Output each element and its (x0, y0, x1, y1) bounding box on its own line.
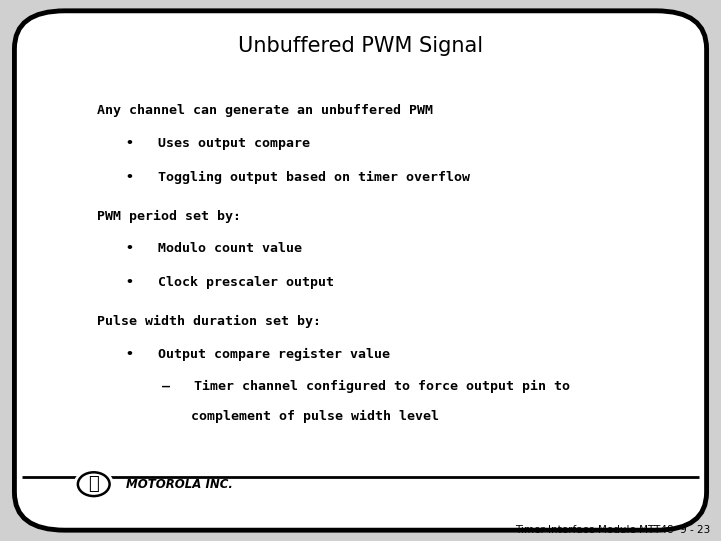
Text: Timer Interface Module MTT48  9 - 23: Timer Interface Module MTT48 9 - 23 (515, 525, 710, 535)
Text: •   Output compare register value: • Output compare register value (126, 348, 390, 361)
Text: –   Timer channel configured to force output pin to: – Timer channel configured to force outp… (162, 380, 570, 393)
Circle shape (78, 472, 110, 496)
Text: •   Modulo count value: • Modulo count value (126, 242, 302, 255)
Text: •   Clock prescaler output: • Clock prescaler output (126, 276, 334, 289)
Text: Any channel can generate an unbuffered PWM: Any channel can generate an unbuffered P… (97, 104, 433, 117)
Text: complement of pulse width level: complement of pulse width level (191, 410, 439, 423)
Text: Unbuffered PWM Signal: Unbuffered PWM Signal (238, 36, 483, 56)
Text: Ⓜ: Ⓜ (89, 475, 99, 493)
Text: PWM period set by:: PWM period set by: (97, 210, 242, 223)
Text: MOTOROLA INC.: MOTOROLA INC. (126, 478, 233, 491)
Text: Pulse width duration set by:: Pulse width duration set by: (97, 315, 322, 328)
FancyBboxPatch shape (14, 11, 707, 530)
Circle shape (74, 470, 113, 499)
Text: •   Uses output compare: • Uses output compare (126, 137, 310, 150)
Text: •   Toggling output based on timer overflow: • Toggling output based on timer overflo… (126, 171, 470, 184)
